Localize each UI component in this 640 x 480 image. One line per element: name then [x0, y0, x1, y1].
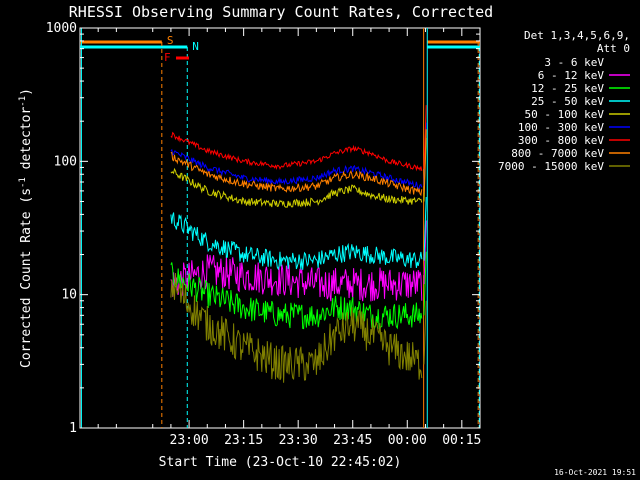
- flare-flag-label: F: [164, 51, 171, 64]
- series-line: [170, 212, 423, 271]
- x-tick-label: 23:15: [224, 433, 263, 448]
- legend-label: 100 - 300 keV: [518, 121, 604, 134]
- x-tick-label: 23:30: [279, 433, 318, 448]
- series-line: [170, 151, 423, 197]
- legend-label: 6 - 12 keV: [538, 69, 605, 82]
- series-line: [170, 131, 423, 172]
- legend-label: 800 - 7000 keV: [511, 147, 604, 160]
- legend-header-line1: Det 1,3,4,5,6,9,: [524, 29, 630, 42]
- x-tick-label: 23:00: [170, 433, 209, 448]
- axis-layer: 1 10 100 1000 23:00 23:15 23:30 23:45 00:00 00:15: [46, 21, 482, 448]
- legend-label: 25 - 50 keV: [531, 95, 604, 108]
- series-edge-spike: [423, 300, 427, 365]
- series-7000-15000-kev: [170, 272, 427, 383]
- x-tick-label: 00:15: [442, 433, 481, 448]
- series-line: [170, 272, 423, 383]
- legend-header-line2: Att 0: [597, 42, 630, 55]
- series-line: [170, 254, 423, 302]
- series-25-50-kev: [170, 196, 427, 271]
- series-line: [170, 167, 423, 208]
- series-edge-spike: [423, 196, 427, 261]
- timestamp: 16-Oct-2021 19:51: [554, 468, 636, 477]
- series-edge-spike: [423, 129, 427, 193]
- series-300-800-kev: [170, 105, 427, 172]
- series-6-12-kev: [170, 220, 427, 302]
- legend-label: 12 - 25 keV: [531, 82, 604, 95]
- y-tick-label: 10: [61, 288, 77, 303]
- legend-label: 7000 - 15000 keV: [498, 160, 604, 173]
- y-tick-label: 1000: [46, 21, 77, 36]
- series-edge-spike: [423, 220, 427, 285]
- x-tick-label: 00:00: [388, 433, 427, 448]
- x-tick-label: 23:45: [333, 433, 372, 448]
- series-layer: [170, 105, 427, 383]
- y-axis-label: Corrected Count Rate (s-1 detector-1): [18, 88, 34, 368]
- legend-label: 3 - 6 keV: [544, 56, 604, 69]
- legend-label: 50 - 100 keV: [525, 108, 605, 121]
- legend-label: 300 - 800 keV: [518, 134, 604, 147]
- saa-flag-label: S: [167, 34, 174, 47]
- chart-title: RHESSI Observing Summary Count Rates, Co…: [69, 3, 493, 21]
- series-edge-spike: [423, 105, 427, 169]
- y-tick-label: 1: [69, 421, 77, 436]
- series-edge-spike: [423, 251, 427, 316]
- series-800-7000-kev: [170, 129, 427, 197]
- series-line: [170, 148, 423, 190]
- y-tick-label: 100: [54, 154, 77, 169]
- x-axis-label: Start Time (23-Oct-10 22:45:02): [159, 455, 402, 470]
- night-flag-label: N: [192, 40, 199, 53]
- marker-layer: S N F: [80, 28, 480, 428]
